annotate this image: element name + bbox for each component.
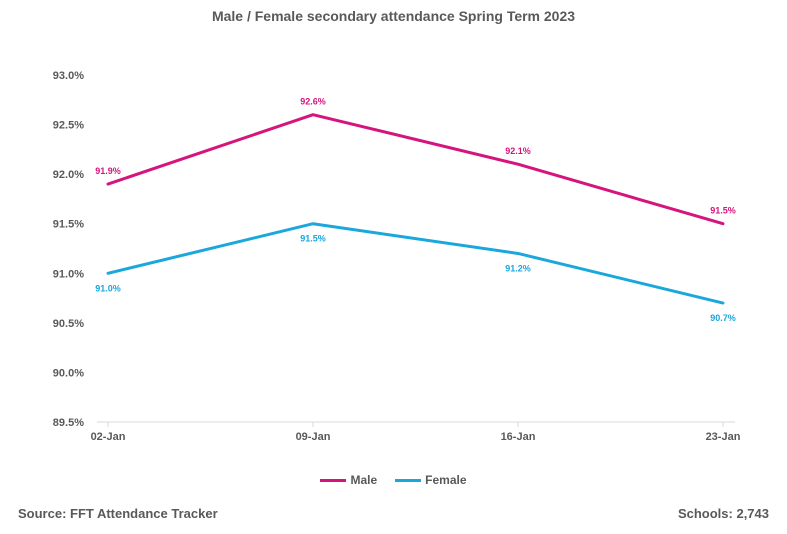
data-label-female: 91.5% — [300, 234, 326, 244]
data-label-female: 91.0% — [95, 283, 121, 293]
y-tick-label: 91.5% — [53, 219, 84, 231]
y-tick-label: 90.5% — [53, 318, 84, 330]
y-tick-label: 90.0% — [53, 367, 84, 379]
data-label-female: 90.7% — [710, 313, 736, 323]
legend-label-female: Female — [425, 473, 467, 487]
data-label-female: 91.2% — [505, 263, 531, 273]
series-line-male — [106, 113, 725, 226]
source-note: Source: FFT Attendance Tracker — [18, 506, 218, 521]
legend-item-female: Female — [395, 473, 467, 487]
chart-title: Male / Female secondary attendance Sprin… — [211, 8, 576, 24]
x-tick-label: 09-Jan — [296, 431, 331, 443]
legend-swatch-male — [320, 478, 347, 482]
data-label-male: 91.5% — [710, 206, 736, 216]
y-tick-label: 92.5% — [53, 120, 84, 132]
series-line-female — [106, 222, 725, 305]
legend-swatch-female — [395, 478, 422, 482]
y-tick-label: 93.0% — [53, 70, 84, 82]
y-tick-label: 89.5% — [53, 417, 84, 429]
y-axis-ticks: 93.0% 92.5% 92.0% 91.5% 91.0% 90.5% 90.0% 89.5% — [53, 70, 84, 429]
data-labels: 91.9% 92.6% 92.1% 91.5% 91.0% 91.5% 91.2% 90.7% — [95, 97, 736, 323]
y-tick-label: 91.0% — [53, 268, 84, 280]
legend: Male Female — [0, 473, 787, 487]
schools-count: Schools: 2,743 — [677, 506, 769, 521]
x-axis-ticks: 02-Jan 09-Jan 16-Jan 23-Jan — [91, 422, 741, 443]
series-lines — [106, 113, 725, 305]
legend-label-male: Male — [350, 473, 378, 487]
x-tick-label: 16-Jan — [501, 431, 536, 443]
x-tick-label: 23-Jan — [706, 431, 741, 443]
data-label-male: 92.6% — [300, 97, 326, 107]
y-tick-label: 92.0% — [53, 169, 84, 181]
legend-item-male: Male — [320, 473, 377, 487]
x-tick-label: 02-Jan — [91, 431, 126, 443]
data-label-male: 91.9% — [95, 166, 121, 176]
data-label-male: 92.1% — [505, 146, 531, 156]
